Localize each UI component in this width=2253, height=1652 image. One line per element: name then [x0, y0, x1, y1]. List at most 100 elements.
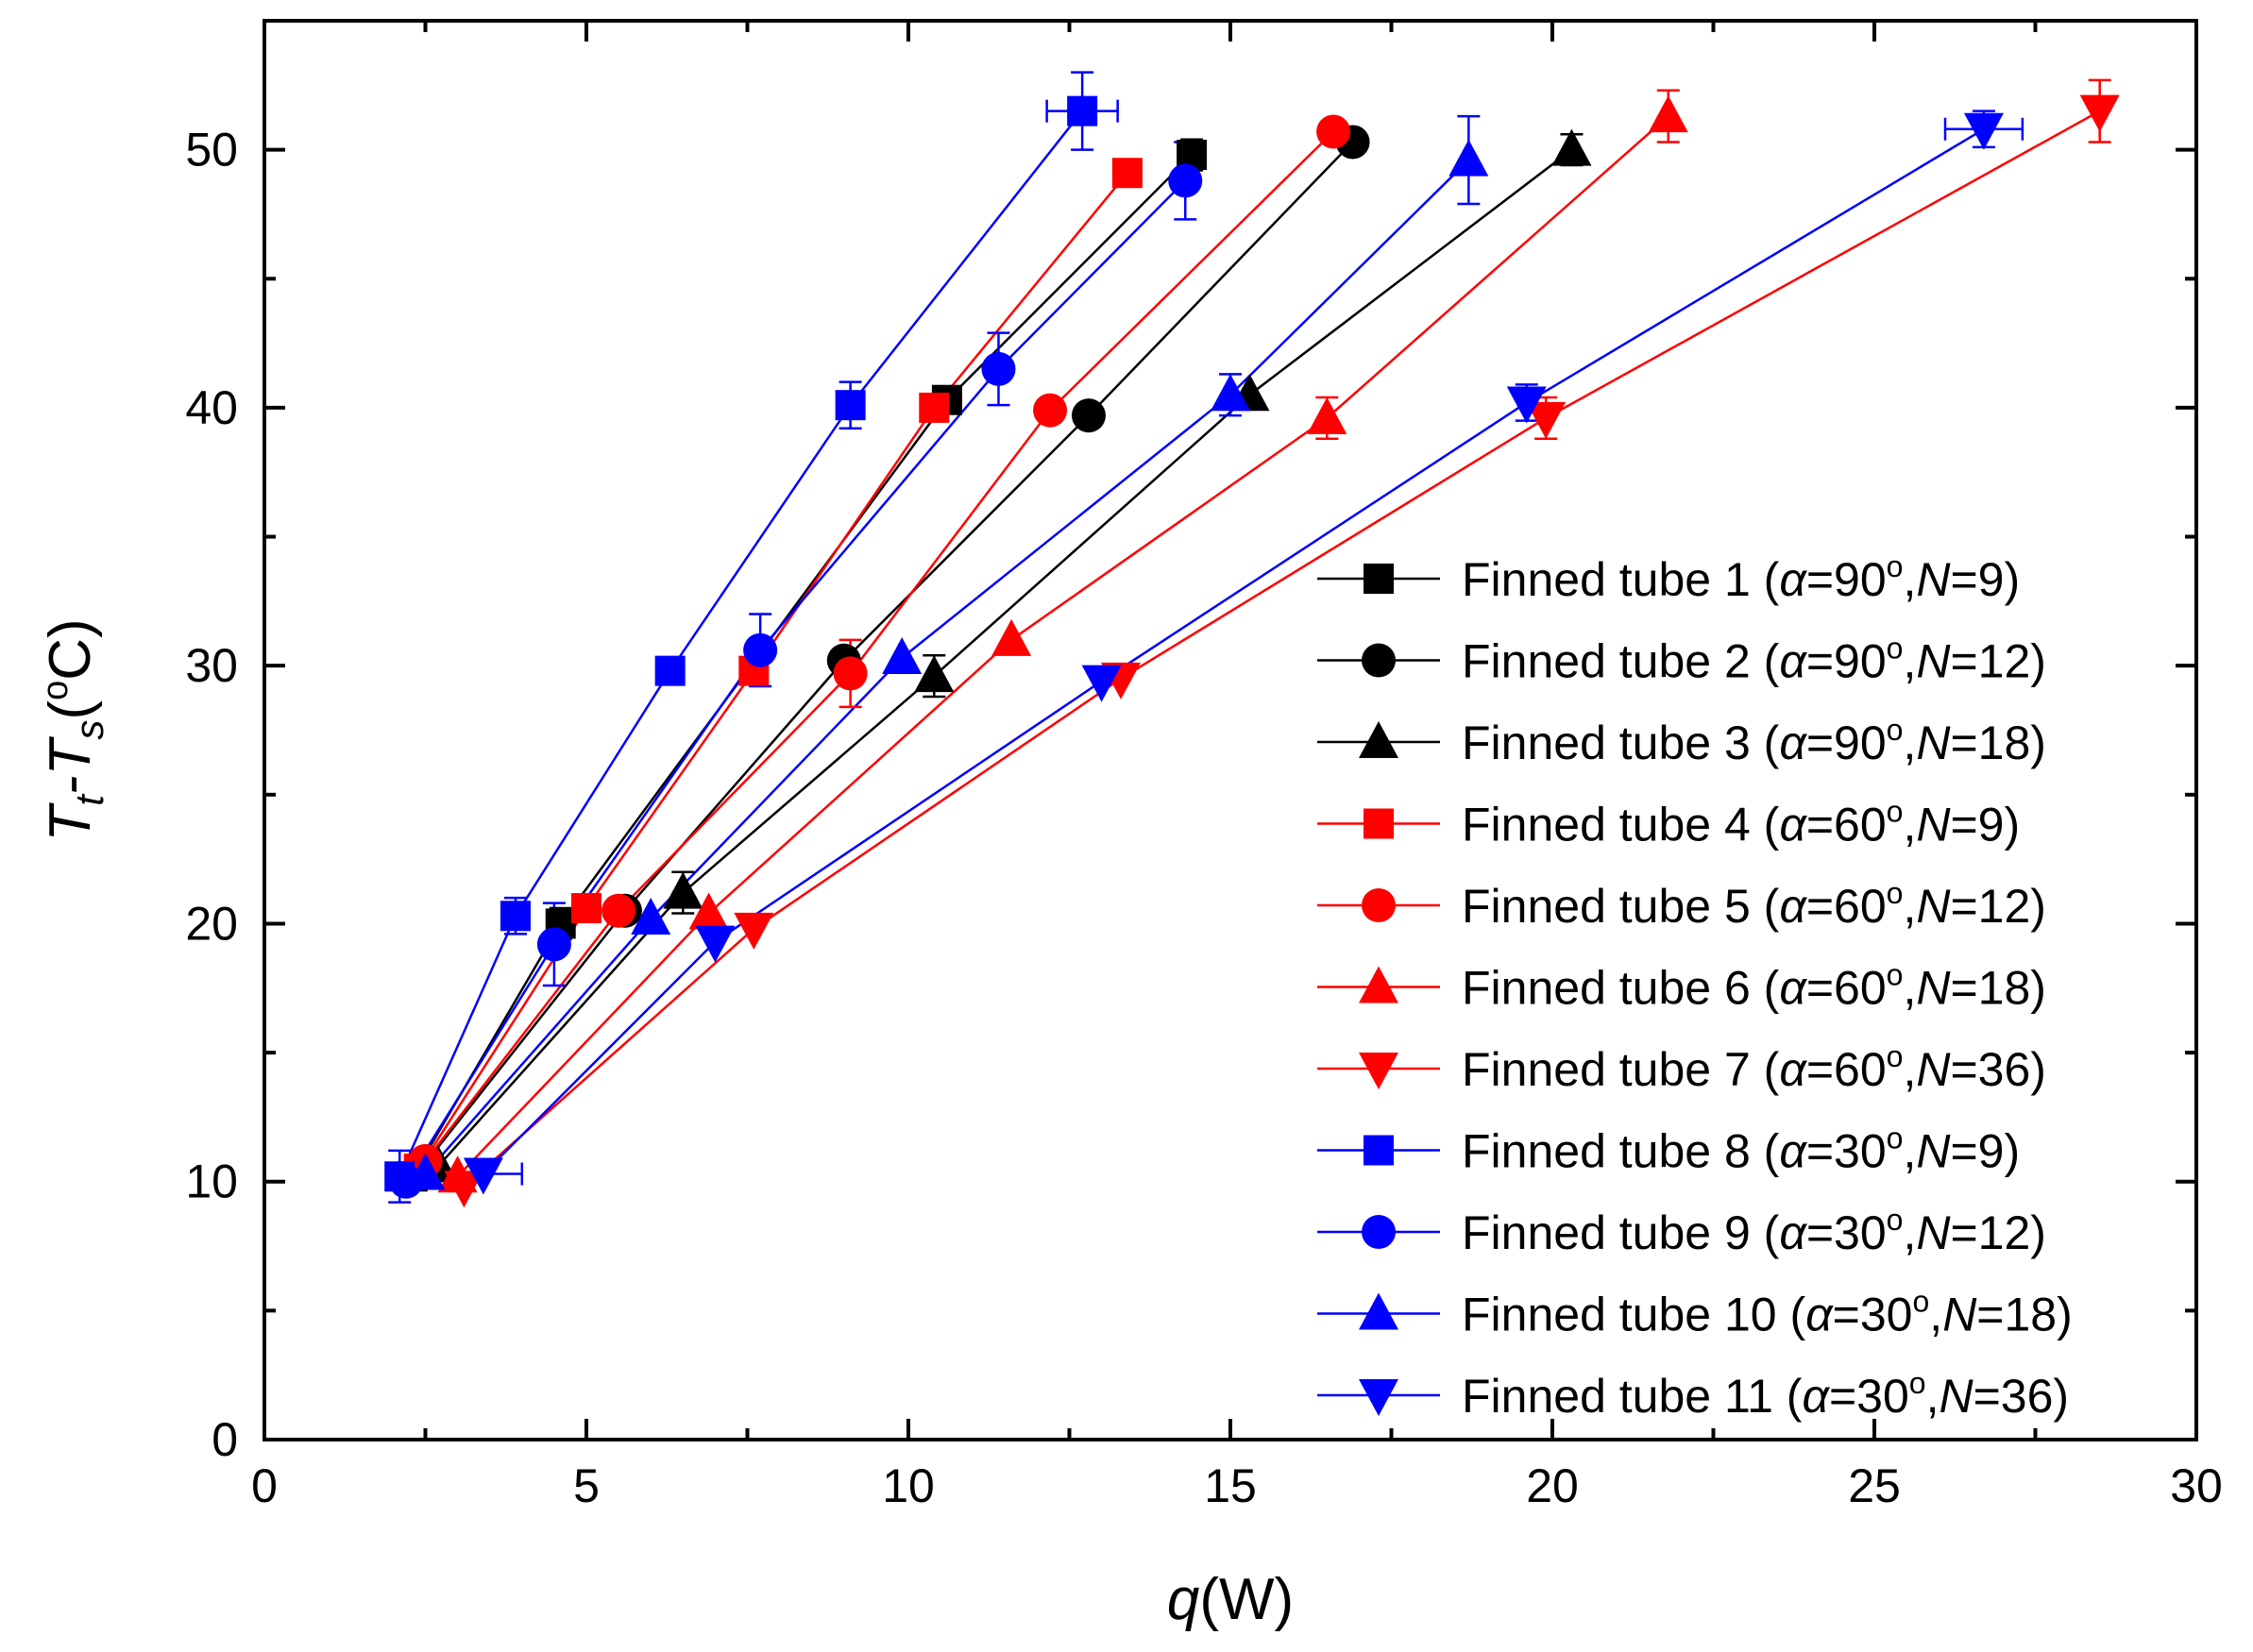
legend-label-part: =18) [1976, 1289, 2072, 1341]
legend-label-part: , [1903, 799, 1916, 851]
series-layer [384, 71, 2120, 1208]
y-axis-title-part: -T [38, 735, 103, 795]
data-point [2079, 94, 2120, 132]
legend: Finned tube 1 (α=90o,N=9)Finned tube 2 (… [1317, 549, 2073, 1423]
legend-label-part: Finned tube 5 ( [1462, 880, 1780, 933]
legend-label: Finned tube 9 (α=30o,N=12) [1462, 1203, 2046, 1259]
data-point [981, 351, 1016, 386]
x-tick-label: 20 [1526, 1459, 1579, 1512]
legend-label-part: , [1903, 635, 1916, 688]
series-markers-11 [463, 112, 2004, 1195]
legend-label-part: =36) [1973, 1370, 2069, 1423]
x-tick-label: 30 [2170, 1459, 2223, 1512]
legend-label-part: α [1779, 1043, 1807, 1096]
legend-entry-3: Finned tube 3 (α=90o,N=18) [1317, 713, 2046, 769]
data-point [919, 392, 950, 423]
y-axis-title-part: T [38, 802, 103, 842]
legend-label-part: =60 [1806, 962, 1887, 1015]
legend-label-part: N [1916, 635, 1951, 688]
legend-label-part: o [1909, 1366, 1926, 1400]
legend-label-part: α [1779, 799, 1807, 851]
legend-label-part: =9) [1950, 799, 2020, 851]
legend-label-part: o [1887, 1203, 1904, 1237]
legend-label-part: α [1779, 1125, 1807, 1178]
x-tick-label: 5 [573, 1459, 600, 1512]
legend-label-part: o [1887, 632, 1904, 666]
data-point [1506, 386, 1547, 424]
data-point [1316, 114, 1351, 149]
legend-label-part: Finned tube 3 ( [1462, 716, 1780, 769]
data-point [405, 1153, 446, 1190]
y-tick-label: 50 [185, 124, 238, 177]
series-markers-10 [405, 139, 1489, 1190]
data-point [1648, 95, 1688, 133]
legend-label-part: , [1903, 880, 1916, 933]
legend-label-part: o [1887, 549, 1904, 583]
legend-marker [1359, 1292, 1398, 1330]
legend-label-part: =60 [1806, 1043, 1887, 1096]
legend-label-part: o [1887, 795, 1904, 829]
legend-label: Finned tube 2 (α=90o,N=12) [1462, 632, 2046, 688]
legend-label-part: Finned tube 11 ( [1462, 1370, 1803, 1423]
data-point [631, 897, 671, 935]
legend-label-part: N [1942, 1289, 1977, 1341]
legend-label-part: N [1916, 1206, 1951, 1259]
axes-layer: 0 5 10 15 20 25 30 0 10 20 30 40 50 [185, 19, 2223, 1512]
data-point [389, 1164, 424, 1199]
legend-label-part: o [1887, 876, 1904, 910]
legend-label-part: α [1779, 553, 1807, 606]
x-tick-label: 25 [1848, 1459, 1901, 1512]
legend-label-part: o [1887, 958, 1904, 992]
data-point [688, 892, 729, 930]
legend-label: Finned tube 1 (α=90o,N=9) [1462, 549, 2020, 606]
legend-label-part: =12) [1950, 635, 2045, 688]
legend-label-part: o [1887, 1121, 1904, 1155]
legend-label-part: =9) [1950, 1125, 2020, 1178]
legend-label: Finned tube 10 (α=30o,N=18) [1462, 1285, 2073, 1341]
x-axis-title-symbol: q [1167, 1567, 1200, 1632]
legend-label-part: N [1916, 799, 1951, 851]
y-axis-title: Tt-Ts(oC) [36, 618, 111, 841]
legend-label-part: =30 [1829, 1370, 1909, 1423]
legend-label-part: =30 [1806, 1125, 1887, 1178]
legend-label-part: , [1903, 962, 1916, 1015]
legend-label-part: , [1903, 716, 1916, 769]
legend-label: Finned tube 11 (α=30o,N=36) [1462, 1366, 2069, 1423]
legend-marker [1359, 966, 1398, 1003]
data-point [734, 912, 774, 950]
data-point [444, 1171, 484, 1208]
data-point [463, 1157, 503, 1195]
data-point [914, 655, 955, 693]
legend-marker [1362, 888, 1396, 922]
legend-entry-9: Finned tube 9 (α=30o,N=12) [1317, 1203, 2046, 1259]
legend-entry-8: Finned tube 8 (α=30o,N=9) [1317, 1121, 2020, 1178]
data-point [663, 871, 703, 909]
y-axis-title-part: C) [38, 618, 103, 680]
data-point [1111, 158, 1143, 189]
y-tick-label: 30 [185, 639, 238, 692]
legend-label-part: =30 [1833, 1289, 1913, 1341]
data-point [835, 390, 866, 421]
axis-titles: q(W) Tt-Ts(oC) [36, 618, 1294, 1632]
legend-entry-5: Finned tube 5 (α=60o,N=12) [1317, 876, 2046, 933]
legend-label-part: o [1887, 713, 1904, 747]
x-axis-title: q(W) [1167, 1567, 1294, 1632]
legend-label-part: =90 [1806, 553, 1887, 606]
data-point [601, 893, 636, 928]
legend-label-part: Finned tube 10 ( [1462, 1289, 1805, 1341]
data-point [536, 927, 571, 962]
legend-label-part: =18) [1950, 716, 2045, 769]
data-point [500, 901, 531, 932]
legend-label-part: Finned tube 1 ( [1462, 553, 1780, 606]
legend-label-part: α [1779, 716, 1807, 769]
data-point [654, 655, 686, 686]
legend-label-part: =60 [1806, 799, 1887, 851]
y-axis-title-part: ( [38, 700, 103, 720]
x-axis-title-unit: (W) [1199, 1567, 1294, 1632]
legend-label-part: =18) [1950, 962, 2045, 1015]
data-point [1526, 401, 1567, 439]
legend-label: Finned tube 7 (α=60o,N=36) [1462, 1039, 2046, 1096]
legend-label-part: N [1916, 1125, 1951, 1178]
